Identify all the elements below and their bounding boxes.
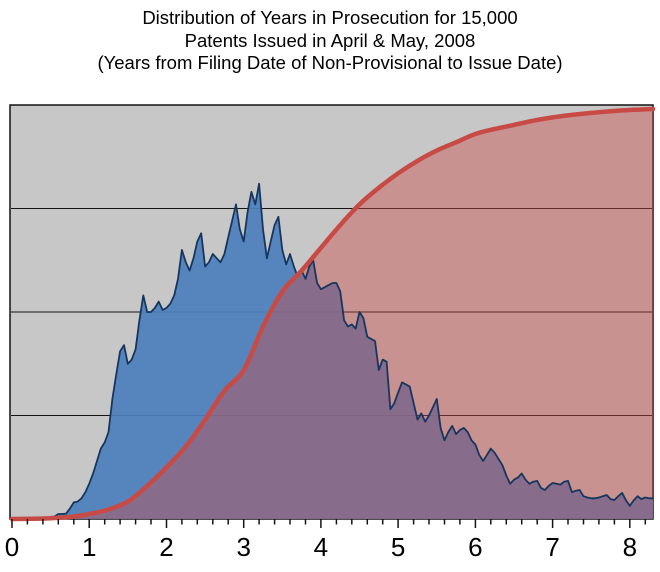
x-axis-label: 6 [468,532,482,562]
chart-title-line1: Distribution of Years in Prosecution for… [142,7,518,28]
frequency-outline [42,182,653,520]
x-axis-label: 8 [623,532,637,562]
x-axis-label: 3 [236,532,250,562]
x-axis-label: 5 [391,532,405,562]
chart-title-line3: (Years from Filing Date of Non-Provision… [97,52,563,73]
x-axis-label: 1 [82,532,96,562]
cumulative-area [12,109,653,520]
cumulative-line [9,106,656,522]
x-axis-labels: 0 1 2 3 4 5 6 7 8 [5,532,637,562]
x-axis-label: 7 [545,532,559,562]
chart-title-line2: Patents Issued in April & May, 2008 [184,29,476,51]
x-axis-label: 2 [159,532,173,562]
x-axis-ticks [11,519,647,528]
x-axis-label: 0 [5,532,19,562]
x-axis-label: 4 [314,532,328,562]
chart-title: Distribution of Years in Prosecution for… [0,7,660,75]
